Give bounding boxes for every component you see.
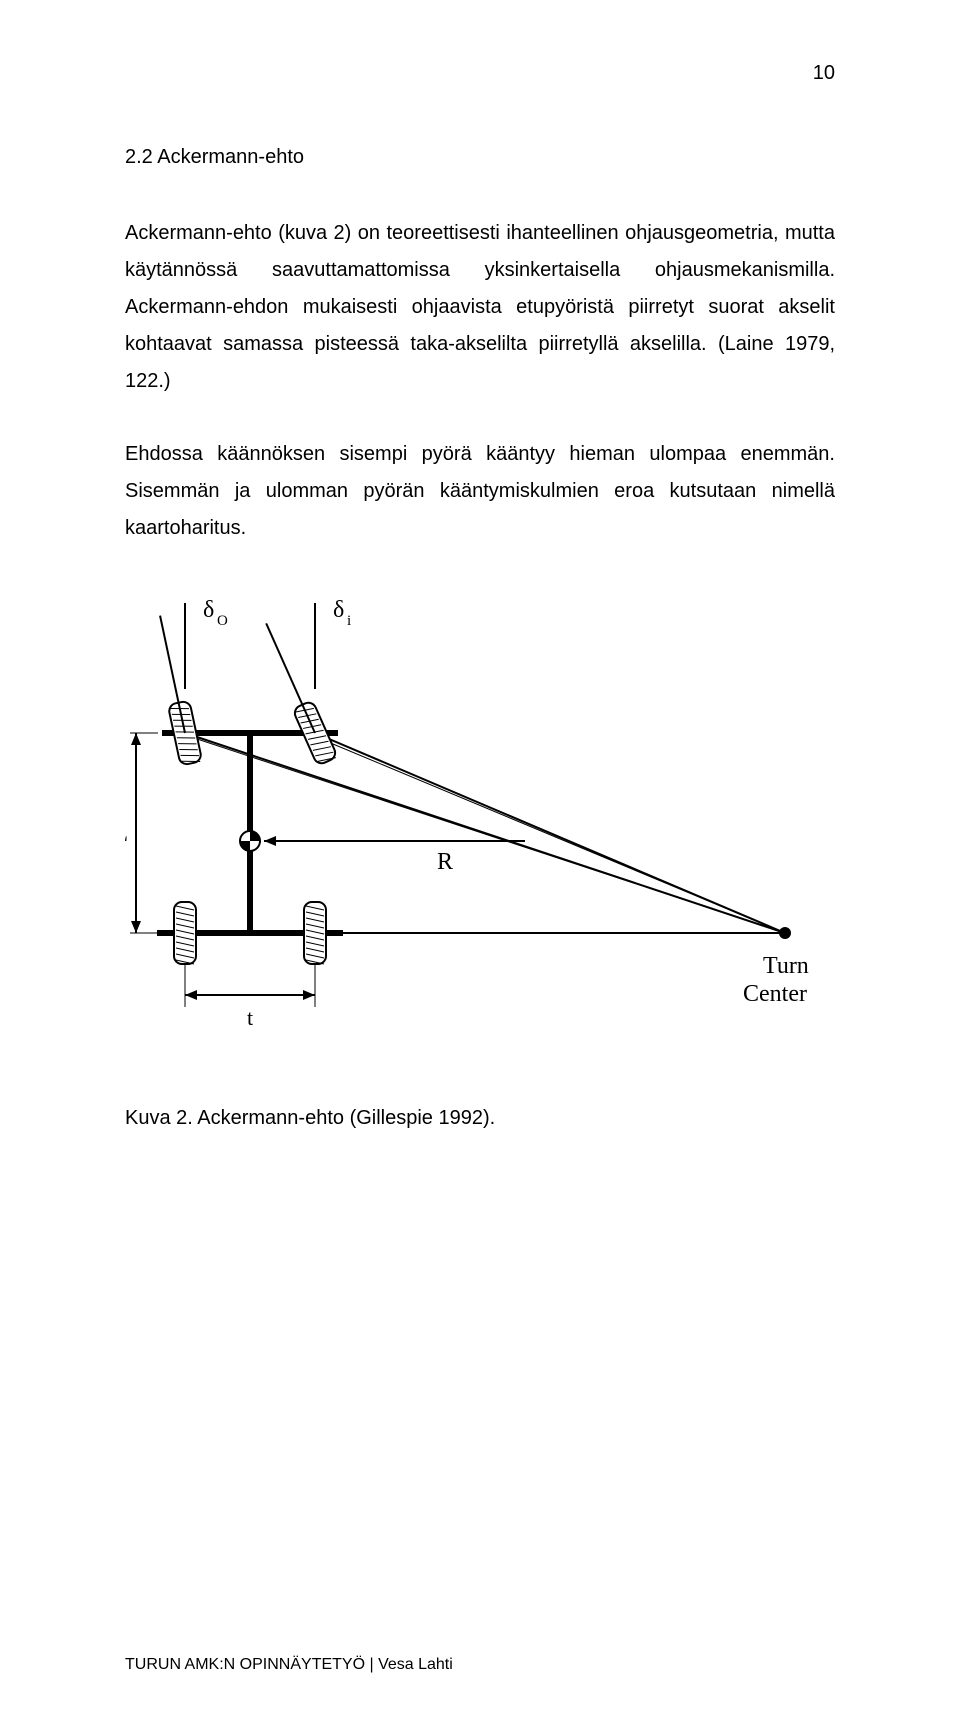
svg-text:i: i xyxy=(347,613,351,629)
figure-caption: Kuva 2. Ackermann-ehto (Gillespie 1992). xyxy=(125,1107,835,1130)
svg-text:O: O xyxy=(217,613,228,629)
svg-text:Turn: Turn xyxy=(763,953,809,979)
svg-text:δ: δ xyxy=(333,597,344,623)
svg-text:Center: Center xyxy=(743,981,807,1007)
svg-text:L: L xyxy=(125,821,128,847)
document-page: 10 2.2 Ackermann-ehto Ackermann-ehto (ku… xyxy=(0,0,960,1734)
paragraph-1: Ackermann-ehto (kuva 2) on teoreettisest… xyxy=(125,215,835,400)
figure-ackermann: RTurnCenterδOδiLt xyxy=(125,583,825,1063)
paragraph-2: Ehdossa käännöksen sisempi pyörä kääntyy… xyxy=(125,436,835,547)
svg-text:t: t xyxy=(247,1005,253,1030)
page-number: 10 xyxy=(813,62,835,85)
page-footer: TURUN AMK:N OPINNÄYTETYÖ | Vesa Lahti xyxy=(125,1656,453,1674)
figure-svg: RTurnCenterδOδiLt xyxy=(125,583,825,1063)
svg-text:R: R xyxy=(437,849,453,875)
svg-text:δ: δ xyxy=(203,597,214,623)
section-heading: 2.2 Ackermann-ehto xyxy=(125,146,835,169)
